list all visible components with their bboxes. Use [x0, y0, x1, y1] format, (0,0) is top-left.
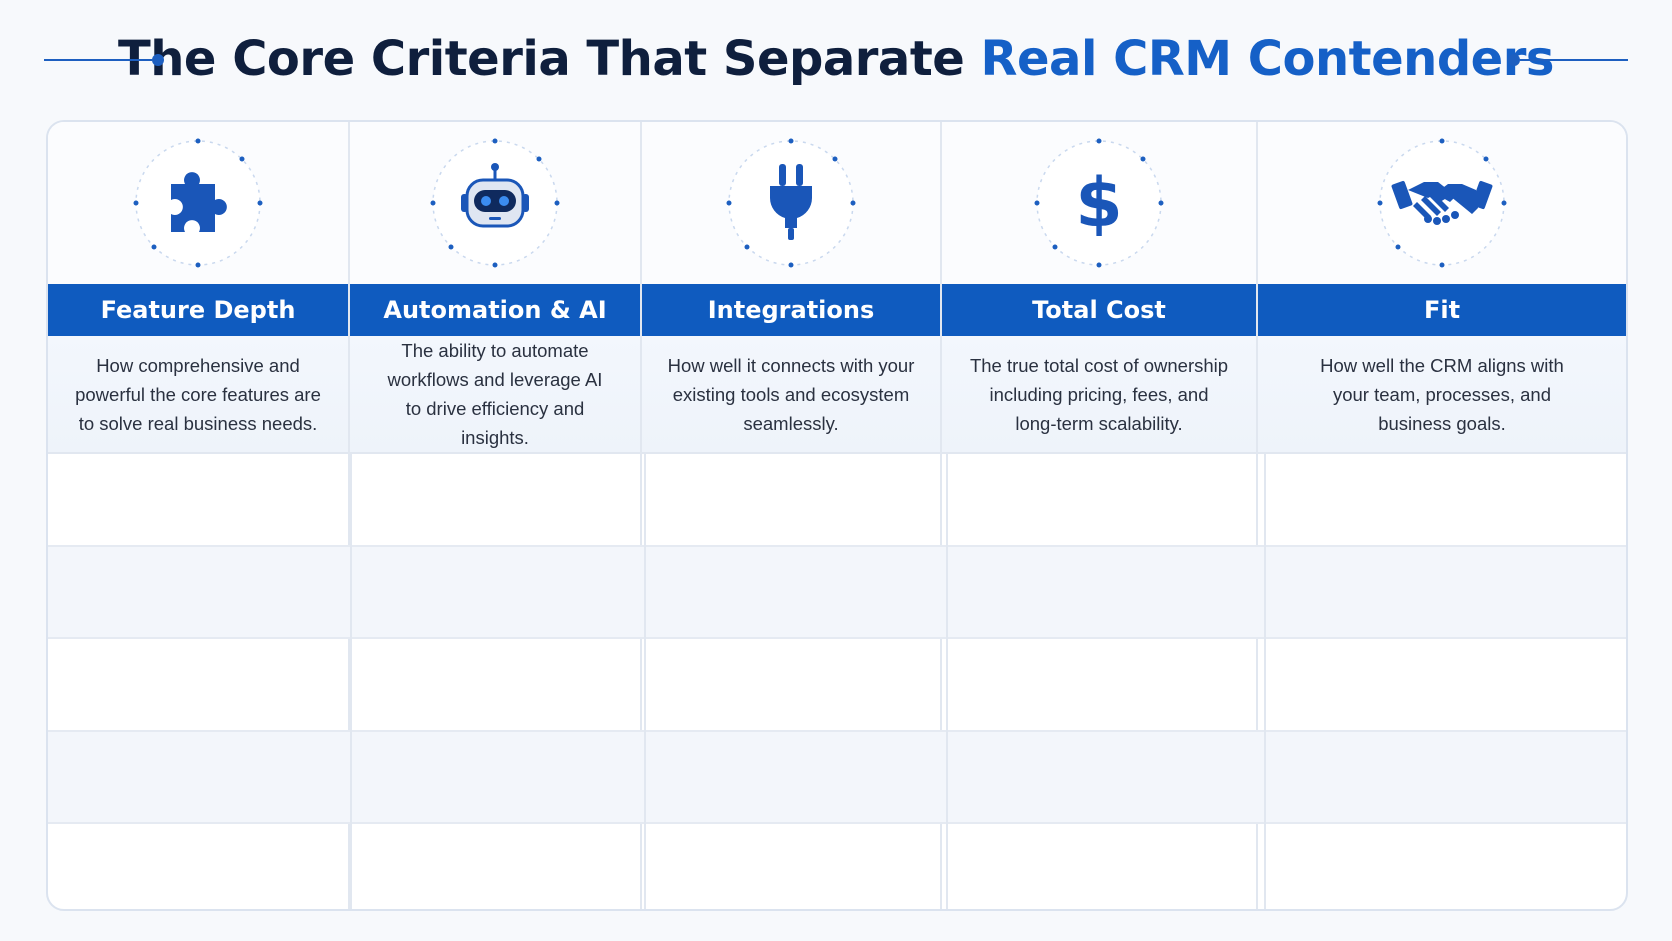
icon-area: $ [942, 122, 1256, 284]
empty-rows [48, 454, 1626, 909]
table-row [48, 731, 1626, 825]
plug-icon [724, 136, 858, 270]
title-dot-right [1508, 54, 1520, 66]
icon-area [1258, 122, 1626, 284]
criteria-description-text: How well it connects with your existing … [667, 354, 915, 434]
table-row [48, 454, 1626, 547]
criteria-column-feature-depth: Feature Depth How comprehensive and powe… [48, 122, 350, 909]
row-divider [350, 454, 352, 909]
title-main: The Core Criteria That Separate [118, 31, 965, 87]
page-title: The Core Criteria That Separate Real CRM… [118, 31, 1554, 87]
criteria-description: The ability to automate workflows and le… [350, 336, 640, 454]
criteria-description-text: How well the CRM aligns with your team, … [1320, 354, 1564, 434]
row-divider [644, 454, 646, 909]
icon-area [642, 122, 940, 284]
criteria-description: How well it connects with your existing … [642, 336, 940, 454]
criteria-header: Fit [1258, 284, 1626, 336]
dollar-icon: $ [1032, 136, 1166, 270]
table-row [48, 639, 1626, 732]
robot-icon [428, 136, 562, 270]
criteria-header: Integrations [642, 284, 940, 336]
criteria-description: How well the CRM aligns with your team, … [1258, 336, 1626, 454]
table-row [48, 824, 1626, 909]
criteria-description: The true total cost of ownership includi… [942, 336, 1256, 454]
title-rule-left [44, 59, 152, 61]
criteria-column-automation-ai: Automation & AI The ability to automate … [350, 122, 642, 909]
criteria-column-integrations: Integrations How well it connects with y… [642, 122, 942, 909]
handshake-icon [1375, 136, 1509, 270]
title-accent: Real CRM Contenders [980, 31, 1555, 87]
criteria-column-fit: Fit How well the CRM aligns with your te… [1258, 122, 1626, 909]
criteria-column-total-cost: $ Total Cost The true total cost of owne… [942, 122, 1258, 909]
title-row: The Core Criteria That Separate Real CRM… [44, 26, 1628, 92]
criteria-header: Feature Depth [48, 284, 348, 336]
icon-area [48, 122, 348, 284]
criteria-columns: Feature Depth How comprehensive and powe… [48, 122, 1626, 909]
criteria-description: How comprehensive and powerful the core … [48, 336, 348, 454]
row-divider [946, 454, 948, 909]
criteria-header: Automation & AI [350, 284, 640, 336]
criteria-header: Total Cost [942, 284, 1256, 336]
title-rule-right [1520, 59, 1628, 61]
title-dot-left [152, 54, 164, 66]
criteria-description-text: The true total cost of ownership includi… [969, 354, 1229, 434]
table-row [48, 546, 1626, 640]
criteria-description-text: The ability to automate workflows and le… [387, 340, 603, 448]
criteria-description-text: How comprehensive and powerful the core … [75, 354, 321, 434]
puzzle-icon [131, 136, 265, 270]
icon-area [350, 122, 640, 284]
row-divider [1264, 454, 1266, 909]
criteria-table: Feature Depth How comprehensive and powe… [46, 120, 1628, 911]
svg-text:$: $ [1075, 164, 1122, 243]
